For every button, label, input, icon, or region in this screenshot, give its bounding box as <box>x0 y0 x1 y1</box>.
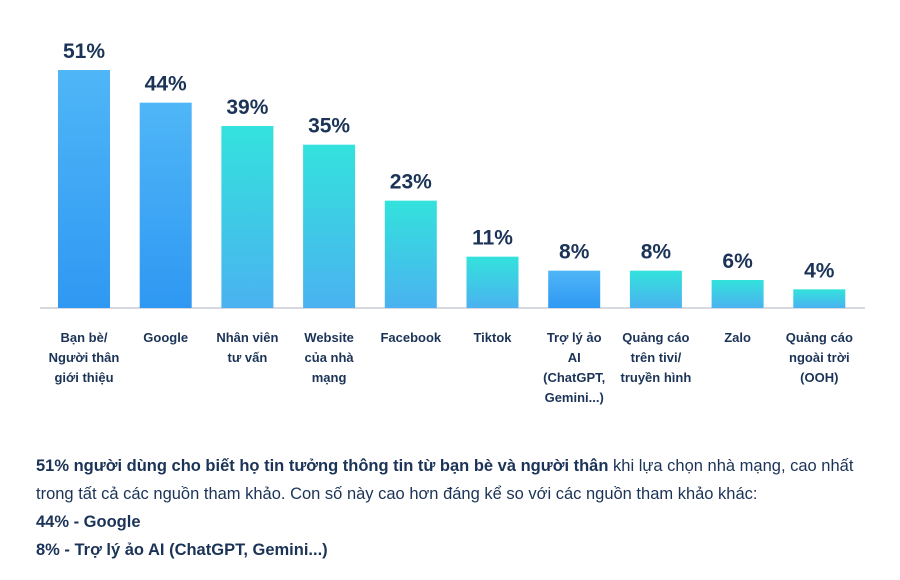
bar-9 <box>711 280 764 308</box>
bars-group <box>58 70 846 309</box>
bar-2 <box>139 102 192 309</box>
caption-text: khi lựa chọn nhà mạng, cao nhất trong tấ… <box>36 457 854 503</box>
caption: 51% người dùng cho biết họ tin tưởng thô… <box>36 452 876 564</box>
value-labels-group: 51% 44% 39% 35% 23% 11% 8% 8% 6% 4% <box>63 40 835 282</box>
value-label-7: 8% <box>559 241 590 264</box>
bar-3 <box>221 126 274 308</box>
bar-chart-svg: 51% 44% 39% 35% 23% 11% 8% 8% 6% 4% Bạn bè/Người … <box>40 40 865 405</box>
value-label-8: 8% <box>641 241 672 264</box>
value-label-4: 35% <box>308 115 350 138</box>
value-label-9: 6% <box>722 250 753 273</box>
category-label-4: Website của nhà mạng <box>304 330 354 385</box>
category-label-6: Tiktok <box>473 330 512 345</box>
value-label-6: 11% <box>472 227 513 250</box>
caption-highlight: 51% người dùng cho biết họ tin tưởng thô… <box>36 457 609 475</box>
bar-1 <box>58 70 110 308</box>
bar-5 <box>384 200 437 308</box>
category-label-8: Quảng cáo trên tivi/truyền hình <box>621 330 692 385</box>
caption-ai-stat: 8% - Trợ lý ảo AI (ChatGPT, Gemini...) <box>36 541 328 559</box>
bar-10 <box>793 289 846 308</box>
bar-6 <box>466 256 519 308</box>
value-label-1: 51% <box>63 40 105 63</box>
value-label-2: 44% <box>145 73 187 96</box>
category-labels-group: Bạn bè/Người thân giới thiệu Google Nhân vi… <box>49 330 853 405</box>
category-label-2: Google <box>143 330 188 345</box>
caption-google-stat: 44% - Google <box>36 513 141 531</box>
bar-8 <box>629 270 682 308</box>
category-label-5: Facebook <box>380 330 441 345</box>
value-label-5: 23% <box>390 171 432 194</box>
bar-chart: 51% 44% 39% 35% 23% 11% 8% 8% 6% 4% Bạn bè/Người … <box>40 40 865 405</box>
category-label-10: Quảng cáo ngoài trời (OOH) <box>786 330 853 385</box>
value-label-3: 39% <box>226 96 268 119</box>
category-label-7: Trợ lý ảo AI (ChatGPT, Gemini...) <box>543 330 605 405</box>
value-label-10: 4% <box>804 259 835 282</box>
bar-4 <box>303 144 356 308</box>
category-label-1: Bạn bè/Người thân giới thiệu <box>49 330 120 385</box>
category-label-9: Zalo <box>724 330 751 345</box>
category-label-3: Nhân viên tư vấn <box>216 330 278 365</box>
caption-paragraph: 51% người dùng cho biết họ tin tưởng thô… <box>36 452 876 508</box>
bar-7 <box>548 270 601 308</box>
